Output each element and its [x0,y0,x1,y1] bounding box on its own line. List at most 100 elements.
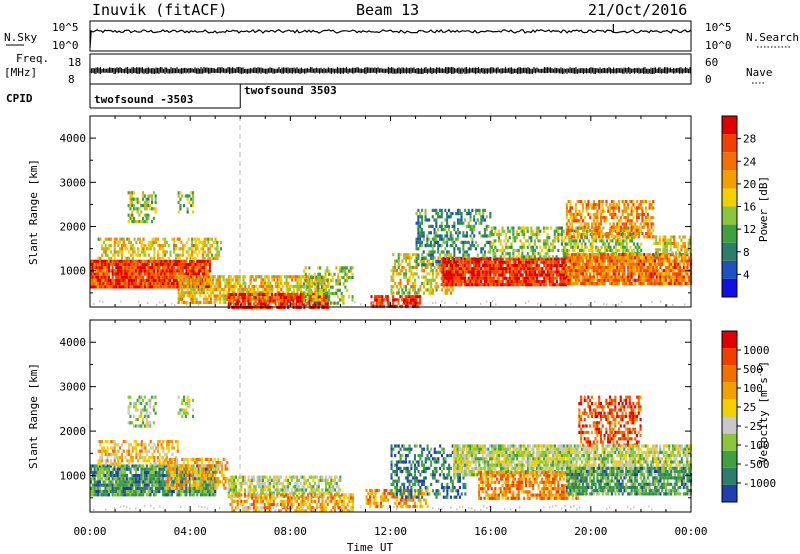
scatter-cell [532,232,535,237]
scatter-cell [399,281,402,286]
scatter-cell [623,209,626,213]
scatter-cell [174,278,177,283]
scatter-cell [118,278,121,283]
scatter-cell [636,228,639,232]
scatter-cell [296,278,299,282]
scatter-cell [668,281,671,286]
scatter-cell [399,272,402,276]
scatter-cell [442,228,445,232]
scatter-cell [652,278,655,282]
scatter-cell [238,292,241,297]
scatter-cell [670,253,673,257]
scatter-cell [408,295,411,299]
scatter-cell [176,285,179,289]
scatter-cell [426,272,429,276]
scatter-cell [395,304,398,308]
scatter-cell [462,273,465,277]
scatter-cell [669,241,672,245]
scatter-cell [629,245,632,249]
scatter-cell [636,248,639,253]
scatter-cell [512,279,515,284]
scatter-cell [487,234,490,238]
scatter-cell [627,235,630,239]
scatter-cell [646,235,649,239]
scatter-cell [196,272,199,276]
scatter-cell [596,225,599,229]
scatter-cell [111,272,114,276]
scatter-cell [136,200,139,204]
scatter-cell [462,270,465,274]
scatter-cell [154,282,157,286]
scatter-cell [654,269,657,273]
scatter-cell [260,275,263,279]
scatter-cell [565,272,568,276]
scatter-cell [217,288,220,292]
scatter-cell [210,244,213,248]
scatter-cell [314,284,317,288]
scatter-cell [106,253,109,257]
scatter-cell [413,259,416,263]
scatter-cell [605,239,608,243]
scatter-cell [646,256,649,260]
scatter-cell [410,301,413,305]
scatter-cell [565,212,568,216]
scatter-cell [240,302,243,306]
scatter-cell [560,242,563,246]
scatter-cell [244,281,247,285]
scatter-cell [208,266,211,270]
scatter-cell [577,229,580,233]
scatter-cell [610,281,613,286]
scatter-cell [381,298,384,302]
scatter-cell [296,296,299,300]
scatter-cell [591,253,594,257]
scatter-cell [571,239,574,243]
scatter-cell [438,224,441,228]
scatter-cell [645,200,648,204]
scatter-cell [469,276,472,280]
scatter-cell [410,298,413,302]
scatter-cell [185,269,188,273]
scatter-cell [487,224,490,228]
scatter-cell [124,247,127,251]
scatter-cell [616,228,619,232]
scatter-cell [541,257,544,261]
scatter-cell [521,226,524,230]
scatter-cell [162,278,165,283]
scatter-cell [539,270,542,274]
scatter-cell [99,272,102,276]
scatter-cell [153,272,156,276]
scatter-cell [464,283,467,287]
scatter-cell [628,256,631,260]
scatter-cell [169,272,172,276]
scatter-cell [545,260,548,264]
scatter-cell [645,206,648,210]
scatter-cell [422,260,425,264]
scatter-cell [220,275,223,279]
scatter-cell [278,275,281,279]
scatter-cell [521,248,524,253]
scatter-cell [144,262,147,267]
scatter-cell [260,281,263,285]
scatter-cell [279,292,282,297]
scatter-cell [111,253,114,257]
scatter-cell [482,283,485,287]
scatter-cell [564,236,567,240]
scatter-cell [127,259,130,263]
scatter-cell [158,244,161,248]
scatter-cell [315,295,318,299]
scatter-cell [433,208,436,212]
scatter-cell [335,266,338,270]
scatter-cell [99,256,102,260]
scatter-cell [142,253,145,257]
scatter-cell [523,226,526,230]
scatter-cell [569,226,572,230]
scatter-cell [298,281,301,285]
scatter-cell [446,276,449,280]
scatter-cell [300,291,303,295]
scatter-cell [147,244,150,248]
scatter-cell [681,256,684,260]
scatter-cell [627,216,630,220]
scatter-cell [308,266,311,270]
scatter-cell [224,294,227,298]
scatter-cell [668,259,671,263]
